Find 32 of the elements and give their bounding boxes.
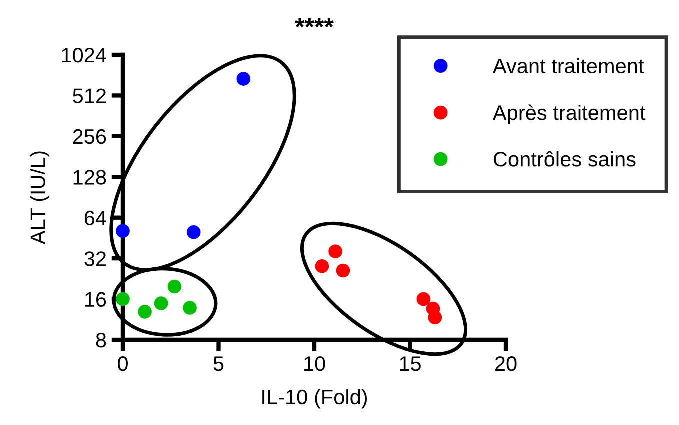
x-tick-label: 20 — [495, 356, 517, 372]
point — [186, 225, 201, 240]
point — [138, 305, 152, 319]
x-tick-label: 5 — [214, 356, 224, 372]
y-tick-label: 32 — [84, 252, 106, 266]
point — [428, 310, 442, 325]
x-axis-title: IL-10 (Fold) — [262, 389, 368, 409]
legend-label: Après traitement — [492, 104, 646, 124]
point — [416, 292, 431, 306]
point — [116, 224, 130, 238]
y-tick-label: 8 — [96, 333, 106, 348]
point — [236, 72, 251, 86]
point — [315, 260, 330, 274]
legend-label: Contrôles sains — [494, 151, 636, 167]
x-tick-label: 10 — [304, 356, 326, 372]
x-tick-label: 15 — [400, 356, 421, 372]
chart-title: **** — [295, 18, 334, 28]
y-tick-label: 64 — [84, 210, 106, 226]
point — [183, 301, 197, 315]
y-tick-label: 512 — [73, 88, 106, 104]
y-tick-label: 1024 — [62, 48, 106, 63]
point — [328, 244, 342, 259]
y-axis-title: ALT (IU/L) — [30, 152, 50, 245]
point — [116, 292, 130, 306]
y-tick-label: 128 — [74, 170, 106, 185]
legend-label: Avant traitement — [492, 58, 644, 74]
point — [168, 280, 182, 294]
x-tick-label: 0 — [118, 356, 128, 372]
point — [154, 296, 168, 310]
y-tick-label: 16 — [85, 292, 106, 308]
point — [336, 264, 350, 278]
y-tick-label: 256 — [73, 129, 106, 144]
